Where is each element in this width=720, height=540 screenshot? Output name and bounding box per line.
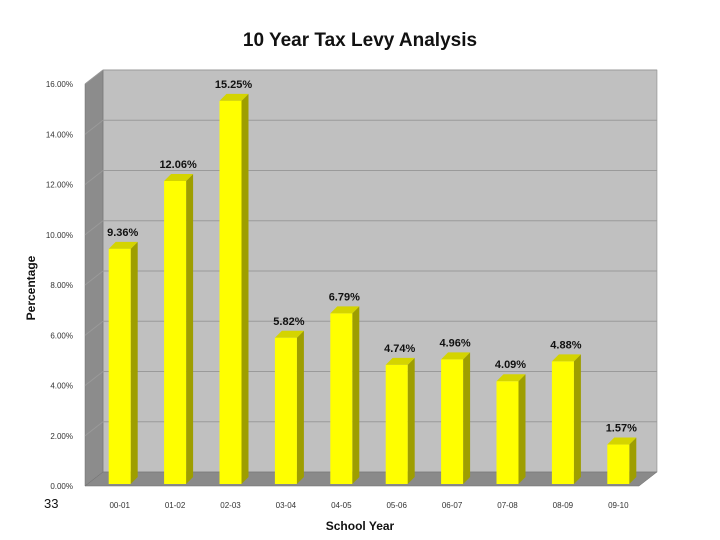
bar [330, 306, 360, 484]
bar-front [551, 361, 574, 484]
data-label: 9.36% [107, 227, 138, 239]
bar-side [518, 374, 526, 484]
x-tick-label: 04-05 [331, 501, 352, 510]
bar-side [407, 357, 415, 484]
bar [496, 374, 526, 484]
gridline-side [84, 270, 104, 286]
bar-side [186, 173, 194, 484]
data-label: 6.79% [329, 291, 360, 303]
bar-top [219, 93, 249, 101]
x-tick-label: 03-04 [276, 501, 297, 510]
bar-front [385, 364, 408, 484]
x-tick-label: 09-10 [608, 501, 629, 510]
gridline-side [84, 170, 104, 185]
bar-top [496, 374, 526, 382]
y-tick-label: 8.00% [50, 281, 73, 290]
bar-front [330, 313, 353, 484]
x-tick-label: 01-02 [165, 501, 186, 510]
bar-side [629, 437, 637, 484]
bar-front [496, 381, 519, 484]
gridline-side [84, 119, 104, 135]
x-tick-labels: 00-01 01-02 02-03 03-04 04-05 05-06 06-07 07-08… [109, 501, 629, 510]
y-tick-label: 0.00% [50, 482, 73, 491]
bar-top [607, 437, 637, 445]
gridline-side [84, 69, 104, 85]
bar-side [573, 354, 581, 484]
data-label: 4.74% [384, 343, 415, 355]
y-tick-label: 12.00% [46, 181, 73, 190]
bar-side [241, 93, 249, 484]
bar [607, 437, 637, 484]
bars [108, 93, 637, 484]
y-tick-label: 2.00% [50, 432, 73, 441]
bar [385, 357, 415, 484]
gridline-side [84, 421, 104, 437]
bar-top [551, 354, 581, 362]
x-tick-label: 07-08 [497, 501, 518, 510]
y-tick-label: 10.00% [46, 231, 73, 240]
bar-front [607, 444, 630, 484]
x-axis-label: School Year [325, 519, 395, 533]
bar [441, 352, 471, 484]
bar-front [274, 337, 297, 484]
bar [551, 354, 581, 484]
x-tick-label: 02-03 [220, 501, 241, 510]
bar [108, 241, 138, 484]
chart-title: 10 Year Tax Levy Analysis [242, 30, 478, 51]
gridline-side [84, 220, 104, 236]
y-tick-labels: 0.00% 2.00% 4.00% 6.00% 8.00% 10.00% 12.00% 14.… [46, 80, 73, 491]
bar [164, 173, 194, 484]
data-label: 4.88% [550, 339, 581, 351]
bar [274, 330, 304, 484]
y-tick-label: 14.00% [46, 130, 73, 139]
data-label: 15.25% [215, 79, 253, 91]
y-tick-label: 4.00% [50, 382, 73, 391]
bar-top [274, 330, 304, 338]
gridline-side [84, 320, 104, 336]
bar-top [164, 173, 194, 181]
bar-top [441, 352, 471, 360]
bar-side [130, 241, 138, 484]
x-tick-label: 05-06 [386, 501, 407, 510]
bar-front [219, 100, 242, 484]
slide-number: 33 [44, 496, 59, 511]
bar-front [441, 359, 464, 484]
bar-side [352, 306, 360, 484]
data-label: 12.06% [159, 159, 197, 171]
data-label: 4.96% [439, 337, 470, 349]
bar-side [463, 352, 471, 484]
data-label: 5.82% [273, 316, 304, 328]
bar-top [330, 306, 360, 314]
y-tick-label: 16.00% [46, 80, 73, 89]
x-tick-label: 08-09 [553, 501, 574, 510]
bar-front [164, 180, 187, 484]
data-label: 4.09% [495, 359, 526, 371]
bar-top [385, 357, 415, 365]
bar-top [108, 241, 138, 249]
x-tick-label: 06-07 [442, 501, 463, 510]
bar-front [108, 248, 131, 484]
bar [219, 93, 249, 484]
gridline-side [84, 371, 104, 386]
data-label: 1.57% [606, 423, 637, 435]
x-tick-label: 00-01 [109, 501, 130, 510]
y-tick-label: 6.00% [50, 331, 73, 340]
bar-side [296, 330, 304, 484]
data-labels: 9.36% 12.06% 15.25% 5.82% 6.79% 4.74% 4.96% 4.0… [107, 79, 637, 435]
